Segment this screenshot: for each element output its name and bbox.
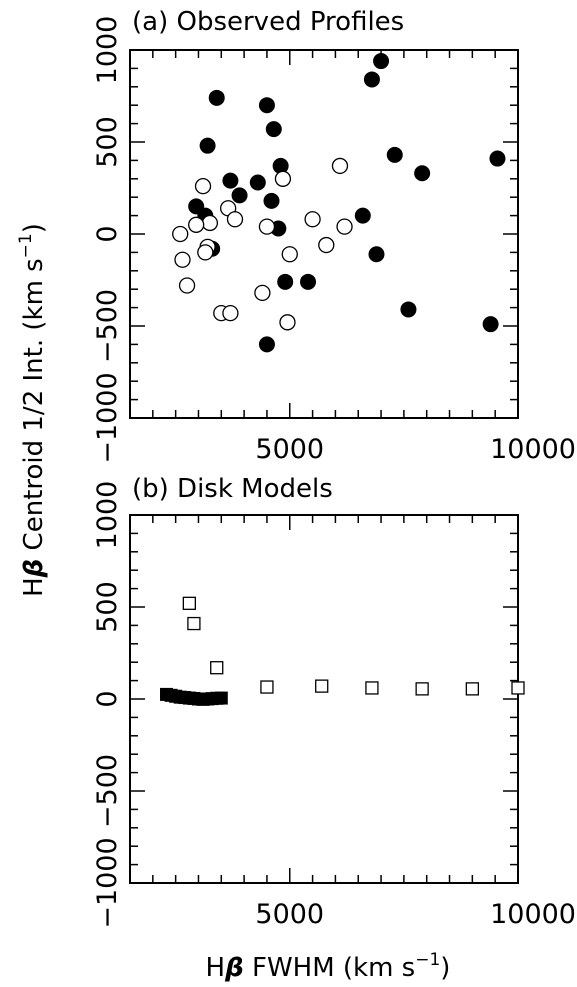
x-tick-label: 5000 bbox=[255, 899, 324, 930]
y-tick-label: 0 bbox=[92, 690, 123, 707]
panel-a: (a) Observed Profiles −1000 −500 0 500 1000 50… bbox=[92, 7, 576, 465]
data-point-open bbox=[274, 170, 292, 187]
y-tick-label: 1000 bbox=[92, 16, 123, 85]
data-point-open bbox=[304, 211, 321, 228]
data-point-open bbox=[188, 216, 205, 233]
data-point-filled bbox=[231, 187, 248, 204]
data-point-filled bbox=[263, 192, 280, 209]
data-point-filled bbox=[400, 301, 417, 318]
data-point-open-square bbox=[365, 681, 379, 695]
data-point-open-square bbox=[415, 682, 429, 696]
data-point-open-square bbox=[260, 680, 274, 694]
data-point-filled bbox=[258, 97, 275, 114]
plot-frame bbox=[129, 514, 519, 884]
y-tick-label: −1000 bbox=[92, 837, 123, 928]
data-point-filled bbox=[489, 150, 506, 167]
data-point-open bbox=[197, 244, 214, 261]
y-tick-label: −1000 bbox=[92, 372, 123, 463]
data-point-open bbox=[226, 211, 244, 228]
data-point-open bbox=[258, 218, 276, 235]
data-point-filled-square bbox=[214, 691, 228, 705]
panel-title: (a) Observed Profiles bbox=[132, 7, 404, 37]
y-tick-label: 500 bbox=[92, 581, 123, 633]
panel-title: (b) Disk Models bbox=[132, 474, 333, 504]
data-point-open bbox=[281, 246, 298, 263]
data-point-open bbox=[318, 236, 335, 254]
data-point-open-square bbox=[182, 596, 196, 610]
data-point-open bbox=[331, 157, 349, 175]
data-point-filled bbox=[249, 174, 266, 191]
data-point-open bbox=[336, 218, 353, 235]
data-point-filled bbox=[363, 71, 380, 88]
data-point-filled bbox=[386, 146, 403, 163]
data-point-open bbox=[172, 225, 189, 243]
y-tick-label: −500 bbox=[92, 754, 123, 828]
data-point-open bbox=[201, 214, 219, 232]
data-point-filled bbox=[265, 121, 282, 138]
x-tick-label: 10000 bbox=[490, 434, 576, 465]
y-axis-label: Hβ Centroid 1/2 Int. (km s−1) bbox=[16, 223, 49, 597]
data-point-open bbox=[279, 314, 296, 331]
x-tick-label: 5000 bbox=[255, 434, 324, 465]
data-point-open-square bbox=[187, 616, 201, 631]
y-tick-label: −500 bbox=[92, 289, 123, 363]
data-point-open-square bbox=[315, 679, 329, 693]
data-point-filled bbox=[300, 273, 317, 290]
y-tick-label: 1000 bbox=[92, 481, 123, 550]
data-point-filled bbox=[277, 273, 294, 290]
data-point-open bbox=[174, 251, 191, 268]
data-point-open bbox=[222, 304, 239, 322]
data-point-open bbox=[178, 277, 196, 294]
x-axis-label: Hβ FWHM (km s−1) bbox=[206, 950, 451, 983]
data-point-filled bbox=[414, 165, 431, 182]
data-point-open-square bbox=[210, 661, 224, 675]
data-point-filled bbox=[373, 53, 390, 70]
x-tick-label: 10000 bbox=[490, 899, 576, 930]
data-point-open bbox=[254, 284, 271, 302]
data-point-filled bbox=[482, 316, 499, 333]
data-point-filled bbox=[199, 137, 216, 154]
data-point-filled bbox=[368, 246, 385, 263]
data-point-filled bbox=[222, 172, 239, 189]
plot-frame bbox=[129, 49, 519, 419]
data-point-open-square bbox=[465, 682, 480, 696]
y-tick-label: 500 bbox=[92, 116, 123, 168]
data-point-filled bbox=[258, 336, 275, 353]
panel-b: (b) Disk Models −1000 −500 0 500 1000 5000 1000… bbox=[92, 474, 576, 930]
data-point-open-square bbox=[511, 681, 525, 695]
data-point-open bbox=[194, 178, 212, 195]
data-point-filled bbox=[354, 207, 371, 224]
data-point-filled bbox=[208, 89, 225, 106]
y-tick-label: 0 bbox=[92, 225, 123, 242]
